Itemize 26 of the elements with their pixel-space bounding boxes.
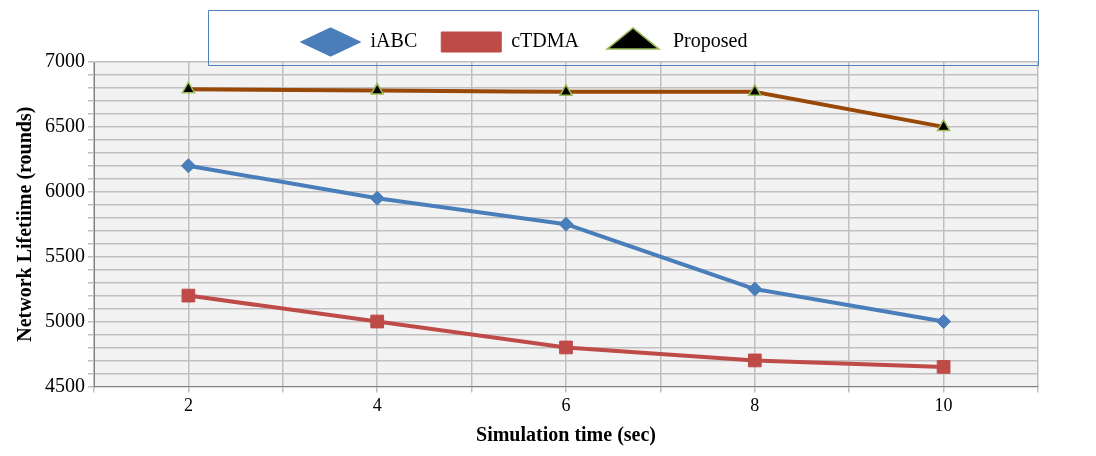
x-tick-label: 4 <box>372 394 382 415</box>
x-tick-label: 10 <box>934 394 953 415</box>
legend-label: Proposed <box>673 29 748 53</box>
legend-label: iABC <box>370 29 418 52</box>
y-axis-title: Network Lifetiime (rounds) <box>13 106 37 342</box>
point <box>559 340 573 355</box>
x-axis-title: Simulation time (sec) <box>476 423 656 447</box>
point <box>180 158 196 174</box>
x-tick-label: 6 <box>561 394 571 415</box>
x-tick-label: 2 <box>183 394 193 415</box>
point <box>369 190 385 206</box>
point <box>936 314 952 330</box>
y-tick-label: 5500 <box>45 243 85 266</box>
y-tick-label: 5000 <box>45 308 85 331</box>
y-tick-label: 6500 <box>45 114 85 137</box>
point <box>558 216 574 232</box>
legend-label: cTDMA <box>511 29 580 52</box>
point <box>370 314 385 329</box>
point <box>747 353 762 368</box>
y-tick-label: 7000 <box>45 49 85 72</box>
point <box>936 360 951 374</box>
y-tick-label: 6000 <box>45 179 85 202</box>
point <box>181 288 196 303</box>
x-tick-label: 8 <box>750 394 760 415</box>
y-tick-label: 4500 <box>45 373 85 396</box>
point <box>747 281 763 297</box>
